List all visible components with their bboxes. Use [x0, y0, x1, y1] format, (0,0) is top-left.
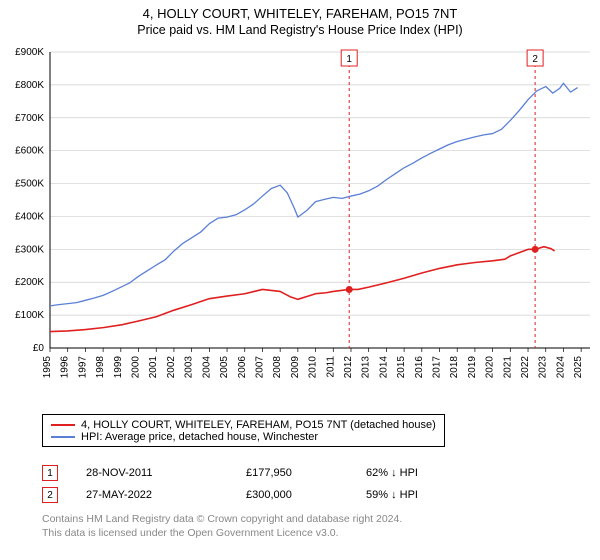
svg-text:2001: 2001: [148, 356, 159, 379]
svg-text:2017: 2017: [432, 356, 443, 379]
svg-text:£900K: £900K: [15, 48, 44, 58]
svg-text:2002: 2002: [166, 356, 177, 379]
marker-price-2: £300,000: [246, 489, 366, 501]
svg-text:2003: 2003: [184, 356, 195, 379]
svg-text:2013: 2013: [361, 356, 372, 379]
footer-line2: This data is licensed under the Open Gov…: [42, 526, 402, 540]
svg-text:2004: 2004: [201, 356, 212, 379]
svg-text:2009: 2009: [290, 356, 301, 379]
svg-text:£600K: £600K: [15, 146, 44, 157]
svg-text:2015: 2015: [396, 356, 407, 379]
svg-text:2: 2: [532, 54, 538, 65]
svg-text:1: 1: [346, 54, 352, 65]
svg-text:£100K: £100K: [15, 310, 44, 321]
legend-item-property: 4, HOLLY COURT, WHITELEY, FAREHAM, PO15 …: [51, 419, 436, 431]
svg-text:2011: 2011: [325, 356, 336, 378]
svg-text:£800K: £800K: [15, 80, 44, 91]
legend-label-hpi: HPI: Average price, detached house, Winc…: [81, 431, 318, 443]
svg-text:2018: 2018: [449, 356, 460, 379]
svg-text:2014: 2014: [378, 356, 389, 379]
svg-text:£200K: £200K: [15, 277, 44, 288]
marker-row-2: 2 27-MAY-2022 £300,000 59% ↓ HPI: [42, 484, 466, 506]
svg-text:2022: 2022: [520, 356, 531, 379]
marker-pct-2: 59% ↓ HPI: [366, 489, 466, 501]
marker-price-1: £177,950: [246, 467, 366, 479]
svg-text:2012: 2012: [343, 356, 354, 379]
title-subtitle: Price paid vs. HM Land Registry's House …: [0, 23, 600, 37]
footer: Contains HM Land Registry data © Crown c…: [42, 512, 402, 540]
svg-text:2020: 2020: [485, 356, 496, 379]
svg-text:1997: 1997: [77, 356, 88, 379]
footer-line1: Contains HM Land Registry data © Crown c…: [42, 512, 402, 526]
svg-text:2000: 2000: [131, 356, 142, 379]
svg-text:2005: 2005: [219, 356, 230, 379]
markers-table: 1 28-NOV-2011 £177,950 62% ↓ HPI 2 27-MA…: [42, 462, 466, 506]
svg-text:1996: 1996: [60, 356, 71, 379]
svg-text:2019: 2019: [467, 356, 478, 379]
svg-text:2023: 2023: [538, 356, 549, 379]
svg-text:£700K: £700K: [15, 113, 44, 124]
svg-text:2008: 2008: [272, 356, 283, 379]
title-address: 4, HOLLY COURT, WHITELEY, FAREHAM, PO15 …: [0, 6, 600, 21]
svg-text:£300K: £300K: [15, 244, 44, 255]
svg-text:2024: 2024: [555, 356, 566, 379]
svg-text:1998: 1998: [95, 356, 106, 379]
marker-date-2: 27-MAY-2022: [86, 489, 246, 501]
svg-text:2007: 2007: [254, 356, 265, 379]
marker-pct-1: 62% ↓ HPI: [366, 467, 466, 479]
chart-area: £0 £100K £200K £300K £400K £500K £600K £700K £80…: [0, 48, 600, 400]
svg-text:2016: 2016: [414, 356, 425, 379]
marker-date-1: 28-NOV-2011: [86, 467, 246, 479]
svg-text:2006: 2006: [237, 356, 248, 379]
svg-text:2010: 2010: [308, 356, 319, 379]
svg-text:1999: 1999: [113, 356, 124, 379]
svg-text:1995: 1995: [42, 356, 53, 379]
marker-badge-1: 1: [42, 465, 58, 481]
legend: 4, HOLLY COURT, WHITELEY, FAREHAM, PO15 …: [42, 414, 445, 447]
svg-text:£500K: £500K: [15, 179, 44, 190]
svg-text:£0: £0: [33, 343, 45, 354]
chart-titles: 4, HOLLY COURT, WHITELEY, FAREHAM, PO15 …: [0, 0, 600, 39]
marker-badge-2: 2: [42, 487, 58, 503]
legend-label-property: 4, HOLLY COURT, WHITELEY, FAREHAM, PO15 …: [81, 419, 436, 431]
svg-text:£400K: £400K: [15, 211, 44, 222]
svg-text:2025: 2025: [573, 356, 584, 379]
legend-swatch-hpi: [51, 436, 75, 438]
marker-row-1: 1 28-NOV-2011 £177,950 62% ↓ HPI: [42, 462, 466, 484]
legend-item-hpi: HPI: Average price, detached house, Winc…: [51, 431, 436, 443]
svg-text:2021: 2021: [502, 356, 513, 379]
legend-swatch-property: [51, 424, 75, 426]
chart-svg: £0 £100K £200K £300K £400K £500K £600K £700K £80…: [0, 48, 600, 400]
